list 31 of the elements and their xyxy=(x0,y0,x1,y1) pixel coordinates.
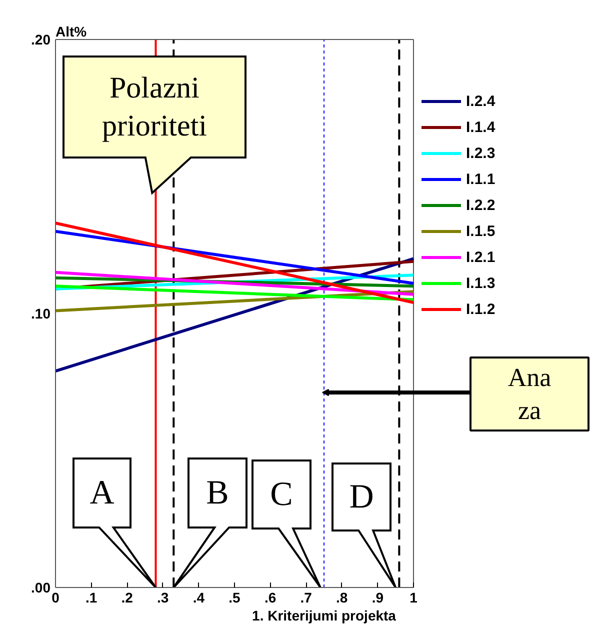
legend-label: I.1.5 xyxy=(466,222,496,241)
annotation: A xyxy=(90,474,115,512)
annotation: B xyxy=(206,474,229,512)
x-tick-label: .4 xyxy=(192,590,205,606)
x-tick-label: .1 xyxy=(85,590,98,606)
annotation: Polazni prioriteti xyxy=(102,72,207,142)
x-axis-title: 1. Kriterijumi projekta xyxy=(252,608,396,624)
x-tick-label: .7 xyxy=(300,590,312,606)
x-tick-label: .5 xyxy=(228,590,241,606)
legend-label: I.1.4 xyxy=(466,118,496,137)
legend-label: I.2.1 xyxy=(466,248,496,267)
x-tick-label: .6 xyxy=(264,590,276,606)
x-tick-label: .8 xyxy=(336,590,348,606)
x-tick-label: 1 xyxy=(410,590,418,606)
legend-label: I.2.2 xyxy=(466,196,496,215)
y-axis-title: Alt% xyxy=(56,24,88,40)
x-tick-label: .9 xyxy=(372,590,384,606)
y-tick-label: .10 xyxy=(31,306,51,322)
x-tick-label: .3 xyxy=(157,590,169,606)
y-tick-label: .20 xyxy=(31,32,51,48)
legend-label: I.1.3 xyxy=(466,274,496,293)
legend-label: I.2.4 xyxy=(466,92,496,111)
annotation: D xyxy=(349,478,374,516)
x-tick-label: 0 xyxy=(52,590,60,606)
annotation: C xyxy=(270,476,293,513)
legend-label: I.2.3 xyxy=(466,144,496,163)
legend-label: I.1.2 xyxy=(466,300,496,319)
x-tick-label: .2 xyxy=(121,590,134,606)
text: Ana za xyxy=(508,362,552,426)
legend-label: I.1.1 xyxy=(466,170,496,189)
y-tick-label: .00 xyxy=(31,580,51,596)
